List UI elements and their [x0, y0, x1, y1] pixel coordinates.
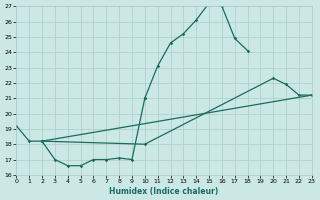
- X-axis label: Humidex (Indice chaleur): Humidex (Indice chaleur): [109, 187, 219, 196]
